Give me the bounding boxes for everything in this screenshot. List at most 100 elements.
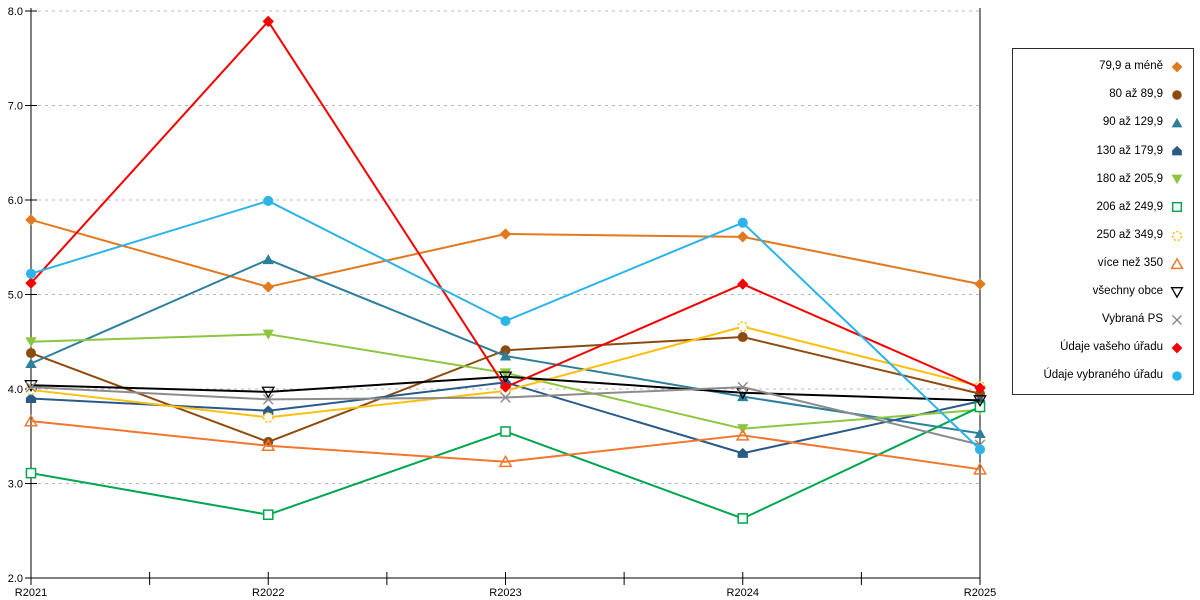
legend-item-label: více než 350 bbox=[1097, 256, 1163, 269]
gridlines bbox=[31, 10, 980, 484]
legend-item-label: 79,9 a méně bbox=[1099, 60, 1163, 73]
marker-diamond-icon bbox=[25, 277, 37, 289]
legend-marker bbox=[1171, 61, 1183, 73]
marker-triangle-icon bbox=[974, 428, 986, 438]
legend-marker bbox=[1171, 314, 1183, 325]
legend-marker bbox=[1172, 90, 1182, 100]
x-tick-label: R2023 bbox=[489, 587, 521, 599]
marker-circle-icon bbox=[500, 345, 511, 356]
legend-item: 79,9 a méně bbox=[1017, 59, 1185, 75]
marker-pentagon-icon bbox=[737, 447, 748, 458]
marker-diamond-icon bbox=[974, 278, 986, 290]
marker-circle-icon bbox=[25, 348, 37, 359]
marker-open-square-icon bbox=[25, 467, 37, 479]
axes bbox=[30, 8, 981, 579]
legend-marker bbox=[1170, 256, 1184, 269]
marker-open-inverted-triangle-icon bbox=[735, 387, 750, 400]
legend-item-label: 130 až 179,9 bbox=[1096, 144, 1163, 157]
marker-x-icon bbox=[737, 381, 749, 393]
marker-diamond-icon bbox=[737, 231, 749, 243]
marker-x-icon bbox=[25, 381, 37, 393]
series-8 bbox=[24, 371, 987, 408]
x-tick-label: R2022 bbox=[252, 587, 284, 599]
marker-diamond-icon bbox=[262, 281, 274, 293]
x-tick-label: R2021 bbox=[15, 587, 47, 599]
marker-open-square-icon bbox=[737, 513, 749, 524]
marker-open-triangle-icon bbox=[24, 414, 38, 427]
marker-x-icon bbox=[262, 394, 274, 405]
legend-marker bbox=[1171, 202, 1183, 213]
y-axis-ticks: 8.0 7.0 6.0 5.0 4.0 3.0 2.0 bbox=[8, 6, 37, 585]
x-tick-label: R2024 bbox=[727, 587, 759, 599]
chart-legend: 79,9 a méně 80 až 89,9 90 až 129,9 130 až 1… bbox=[1012, 48, 1194, 395]
y-tick-label: 6.0 bbox=[8, 195, 23, 207]
x-axis-ticks: R2021 R2022 R2023 R2024 R2025 bbox=[15, 572, 996, 599]
marker-inverted-triangle-icon bbox=[262, 329, 274, 340]
marker-circle-icon bbox=[974, 444, 986, 455]
marker-open-circle-icon bbox=[262, 411, 274, 423]
marker-diamond-icon bbox=[262, 15, 274, 28]
legend-item: 130 až 179,9 bbox=[1017, 143, 1185, 159]
legend-item: 250 až 349,9 bbox=[1017, 228, 1185, 244]
y-tick-label: 2.0 bbox=[8, 573, 23, 585]
marker-open-triangle-icon bbox=[735, 428, 750, 441]
y-tick-label: 4.0 bbox=[8, 384, 23, 396]
marker-open-inverted-triangle-icon bbox=[24, 380, 38, 392]
legend-item: 206 až 249,9 bbox=[1017, 199, 1185, 215]
marker-circle-icon bbox=[263, 195, 274, 206]
y-tick-label: 8.0 bbox=[8, 6, 23, 18]
legend-marker bbox=[1172, 146, 1182, 156]
legend-marker bbox=[1171, 230, 1183, 241]
legend-item-label: 80 až 89,9 bbox=[1109, 88, 1163, 101]
marker-inverted-triangle-icon bbox=[499, 368, 512, 379]
marker-open-inverted-triangle-icon bbox=[1170, 286, 1184, 299]
legend-item-label: 250 až 349,9 bbox=[1096, 228, 1163, 241]
marker-circle-icon bbox=[1172, 90, 1182, 100]
marker-open-inverted-triangle-icon bbox=[498, 371, 513, 384]
marker-diamond-icon bbox=[737, 278, 749, 290]
marker-open-square-icon bbox=[1171, 202, 1183, 213]
legend-marker bbox=[1172, 371, 1182, 381]
y-tick-label: 7.0 bbox=[8, 101, 23, 113]
legend-marker bbox=[1171, 175, 1183, 185]
marker-diamond-icon bbox=[25, 214, 37, 226]
marker-open-triangle-icon bbox=[261, 438, 276, 452]
marker-circle-icon bbox=[1172, 371, 1182, 381]
legend-item: všechny obce bbox=[1017, 284, 1185, 300]
legend-item: Vybraná PS bbox=[1017, 312, 1185, 328]
marker-open-square-icon bbox=[500, 426, 511, 437]
marker-pentagon-icon bbox=[25, 393, 37, 404]
marker-diamond-icon bbox=[499, 381, 512, 393]
marker-x-icon bbox=[500, 392, 511, 403]
series-11 bbox=[25, 195, 986, 455]
marker-open-triangle-icon bbox=[973, 462, 987, 475]
marker-pentagon-icon bbox=[1172, 146, 1182, 156]
marker-triangle-icon bbox=[262, 254, 274, 265]
marker-open-triangle-icon bbox=[1170, 256, 1184, 269]
legend-item-label: všechny obce bbox=[1092, 284, 1163, 297]
marker-open-inverted-triangle-icon bbox=[261, 386, 276, 399]
legend-item-label: Údaje vašeho úřadu bbox=[1060, 341, 1163, 354]
marker-diamond-icon bbox=[1171, 342, 1183, 354]
legend-item-label: Údaje vybraného úřadu bbox=[1043, 369, 1163, 382]
x-tick-label: R2025 bbox=[964, 587, 996, 599]
legend-item: Údaje vybraného úřadu bbox=[1017, 368, 1185, 384]
marker-triangle-icon bbox=[499, 350, 512, 361]
marker-inverted-triangle-icon bbox=[25, 337, 37, 348]
marker-open-triangle-icon bbox=[498, 454, 513, 468]
marker-open-inverted-triangle-icon bbox=[973, 395, 987, 408]
legend-item-label: Vybraná PS bbox=[1102, 312, 1163, 325]
marker-circle-icon bbox=[25, 268, 37, 279]
series-2 bbox=[25, 254, 986, 438]
marker-circle-icon bbox=[500, 315, 511, 326]
series-10 bbox=[25, 15, 986, 394]
marker-circle-icon bbox=[737, 332, 748, 343]
legend-item: 80 až 89,9 bbox=[1017, 87, 1185, 103]
marker-diamond-icon bbox=[1171, 61, 1183, 73]
marker-inverted-triangle-icon bbox=[1171, 175, 1183, 185]
marker-x-icon bbox=[1171, 314, 1183, 325]
legend-marker bbox=[1170, 286, 1184, 299]
y-tick-label: 5.0 bbox=[8, 290, 23, 302]
